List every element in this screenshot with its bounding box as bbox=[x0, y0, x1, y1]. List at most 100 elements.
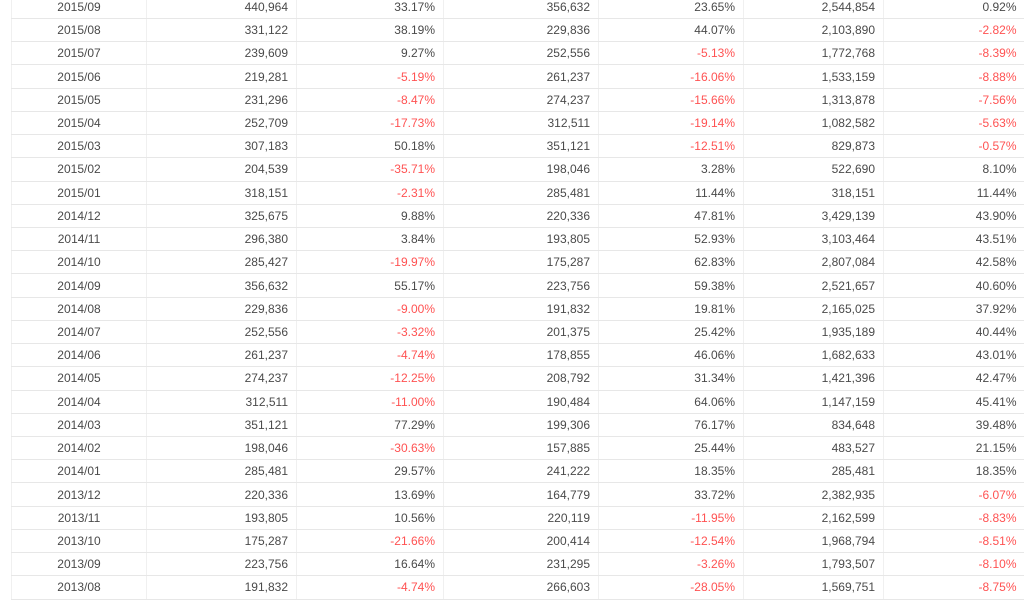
cell-value-1: 318,151 bbox=[146, 181, 297, 205]
cell-value-2: 220,119 bbox=[443, 506, 599, 530]
cell-value-2: 201,375 bbox=[443, 320, 599, 345]
cell-pct-2: 11.44% bbox=[598, 181, 744, 205]
cell-pct-2: 47.81% bbox=[598, 204, 744, 229]
cell-pct-1: 50.18% bbox=[296, 134, 444, 159]
table-row: 2014/07 252,556 -3.32% 201,375 25.42% 1,935,1… bbox=[11, 320, 1024, 345]
cell-value-2: 274,237 bbox=[443, 88, 599, 112]
cell-pct-2: 19.81% bbox=[598, 297, 744, 321]
cell-value-3: 1,682,633 bbox=[743, 343, 884, 368]
cell-pct-3: 11.44% bbox=[883, 181, 1024, 205]
cell-value-1: 351,121 bbox=[146, 413, 297, 437]
cell-value-3: 1,793,507 bbox=[743, 552, 884, 577]
cell-pct-1: 29.57% bbox=[296, 459, 444, 484]
cell-pct-2: -12.51% bbox=[598, 134, 744, 159]
cell-pct-2: 18.35% bbox=[598, 459, 744, 484]
cell-pct-3: 45.41% bbox=[883, 390, 1024, 414]
cell-value-1: 296,380 bbox=[146, 227, 297, 252]
cell-value-3: 1,935,189 bbox=[743, 320, 884, 345]
cell-value-2: 241,222 bbox=[443, 459, 599, 484]
table-row: 2015/09 440,964 33.17% 356,632 23.65% 2,544,8… bbox=[11, 0, 1024, 20]
cell-value-3: 2,103,890 bbox=[743, 18, 884, 43]
cell-value-2: 190,484 bbox=[443, 390, 599, 414]
cell-pct-1: 16.64% bbox=[296, 552, 444, 577]
cell-value-2: 199,306 bbox=[443, 413, 599, 437]
cell-pct-3: 42.47% bbox=[883, 366, 1024, 391]
cell-pct-2: 25.42% bbox=[598, 320, 744, 345]
cell-pct-1: -17.73% bbox=[296, 111, 444, 136]
cell-value-2: 356,632 bbox=[443, 0, 599, 20]
cell-month: 2014/10 bbox=[11, 250, 147, 275]
cell-value-1: 223,756 bbox=[146, 552, 297, 577]
cell-pct-1: -5.19% bbox=[296, 64, 444, 89]
table-row: 2015/07 239,609 9.27% 252,556 -5.13% 1,772,76… bbox=[11, 41, 1024, 66]
cell-pct-3: -8.51% bbox=[883, 529, 1024, 554]
table-row: 2015/03 307,183 50.18% 351,121 -12.51% 829,87… bbox=[11, 134, 1024, 159]
cell-value-1: 204,539 bbox=[146, 157, 297, 182]
cell-pct-3: -8.88% bbox=[883, 64, 1024, 89]
cell-pct-3: 40.60% bbox=[883, 273, 1024, 298]
cell-pct-2: -12.54% bbox=[598, 529, 744, 554]
cell-value-3: 834,648 bbox=[743, 413, 884, 437]
cell-value-3: 2,521,657 bbox=[743, 273, 884, 298]
cell-value-2: 252,556 bbox=[443, 41, 599, 66]
cell-value-3: 829,873 bbox=[743, 134, 884, 159]
table-row: 2013/12 220,336 13.69% 164,779 33.72% 2,382,9… bbox=[11, 482, 1024, 507]
cell-value-1: 274,237 bbox=[146, 366, 297, 391]
cell-pct-2: -15.66% bbox=[598, 88, 744, 112]
cell-pct-3: 21.15% bbox=[883, 436, 1024, 461]
cell-value-1: 312,511 bbox=[146, 390, 297, 414]
cell-pct-2: 31.34% bbox=[598, 366, 744, 391]
cell-value-1: 252,556 bbox=[146, 320, 297, 345]
cell-value-2: 200,414 bbox=[443, 529, 599, 554]
cell-value-3: 483,527 bbox=[743, 436, 884, 461]
cell-month: 2015/07 bbox=[11, 41, 147, 66]
cell-pct-3: 0.92% bbox=[883, 0, 1024, 20]
cell-pct-2: 64.06% bbox=[598, 390, 744, 414]
cell-pct-3: 18.35% bbox=[883, 459, 1024, 484]
table-row: 2014/11 296,380 3.84% 193,805 52.93% 3,103,46… bbox=[11, 227, 1024, 252]
cell-pct-3: -8.83% bbox=[883, 506, 1024, 530]
cell-value-1: 252,709 bbox=[146, 111, 297, 136]
cell-pct-1: -8.47% bbox=[296, 88, 444, 112]
cell-pct-1: -19.97% bbox=[296, 250, 444, 275]
cell-pct-2: 52.93% bbox=[598, 227, 744, 252]
table-row: 2015/05 231,296 -8.47% 274,237 -15.66% 1,313,… bbox=[11, 88, 1024, 112]
cell-value-2: 266,603 bbox=[443, 575, 599, 600]
cell-pct-1: 13.69% bbox=[296, 482, 444, 507]
table-row: 2014/04 312,511 -11.00% 190,484 64.06% 1,147,… bbox=[11, 390, 1024, 414]
cell-pct-2: 46.06% bbox=[598, 343, 744, 368]
cell-pct-2: -5.13% bbox=[598, 41, 744, 66]
cell-month: 2015/05 bbox=[11, 88, 147, 112]
cell-pct-2: 59.38% bbox=[598, 273, 744, 298]
cell-pct-1: -30.63% bbox=[296, 436, 444, 461]
cell-month: 2015/02 bbox=[11, 157, 147, 182]
cell-pct-2: -3.26% bbox=[598, 552, 744, 577]
table-row: 2014/10 285,427 -19.97% 175,287 62.83% 2,807,… bbox=[11, 250, 1024, 275]
cell-value-2: 312,511 bbox=[443, 111, 599, 136]
cell-value-3: 285,481 bbox=[743, 459, 884, 484]
cell-pct-1: -4.74% bbox=[296, 343, 444, 368]
cell-pct-3: -7.56% bbox=[883, 88, 1024, 112]
cell-pct-1: -12.25% bbox=[296, 366, 444, 391]
table-row: 2015/08 331,122 38.19% 229,836 44.07% 2,103,8… bbox=[11, 18, 1024, 43]
cell-month: 2014/03 bbox=[11, 413, 147, 437]
cell-pct-3: -5.63% bbox=[883, 111, 1024, 136]
cell-pct-1: -11.00% bbox=[296, 390, 444, 414]
cell-value-2: 229,836 bbox=[443, 18, 599, 43]
cell-value-3: 522,690 bbox=[743, 157, 884, 182]
cell-month: 2015/04 bbox=[11, 111, 147, 136]
cell-pct-3: 43.90% bbox=[883, 204, 1024, 229]
cell-pct-2: 44.07% bbox=[598, 18, 744, 43]
table-row: 2014/01 285,481 29.57% 241,222 18.35% 285,481… bbox=[11, 459, 1024, 484]
cell-month: 2013/08 bbox=[11, 575, 147, 600]
cell-value-2: 157,885 bbox=[443, 436, 599, 461]
cell-value-1: 198,046 bbox=[146, 436, 297, 461]
table-row: 2015/06 219,281 -5.19% 261,237 -16.06% 1,533,… bbox=[11, 64, 1024, 89]
cell-month: 2014/11 bbox=[11, 227, 147, 252]
cell-pct-3: -8.75% bbox=[883, 575, 1024, 600]
cell-pct-1: 38.19% bbox=[296, 18, 444, 43]
monthly-data-table: 2015/09 440,964 33.17% 356,632 23.65% 2,544,8… bbox=[11, 0, 1024, 600]
cell-value-2: 175,287 bbox=[443, 250, 599, 275]
cell-value-3: 1,421,396 bbox=[743, 366, 884, 391]
cell-value-2: 351,121 bbox=[443, 134, 599, 159]
